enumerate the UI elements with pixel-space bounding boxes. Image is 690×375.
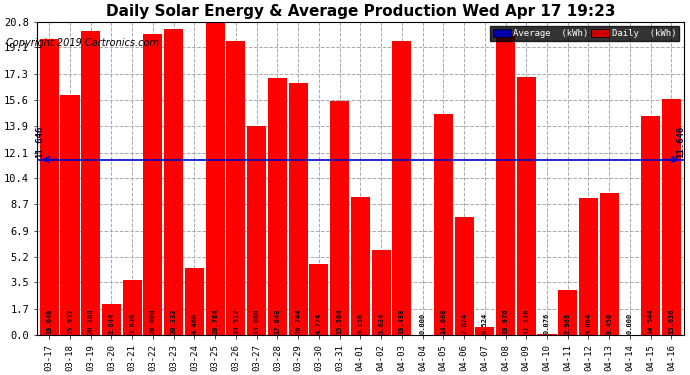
Text: 2.044: 2.044 — [108, 313, 115, 334]
Bar — [579, 198, 598, 335]
Bar — [268, 78, 287, 335]
Bar — [600, 192, 619, 335]
Text: 17.116: 17.116 — [523, 309, 529, 334]
Bar — [102, 304, 121, 335]
Text: 20.188: 20.188 — [88, 309, 94, 334]
Text: 20.008: 20.008 — [150, 309, 156, 334]
Bar — [393, 42, 411, 335]
Bar — [309, 264, 328, 335]
Bar — [662, 99, 681, 335]
Bar — [226, 41, 246, 335]
Text: 19.640: 19.640 — [46, 309, 52, 334]
Bar — [81, 31, 100, 335]
Text: 14.668: 14.668 — [440, 309, 446, 334]
Text: 7.824: 7.824 — [461, 313, 467, 334]
Bar — [517, 77, 536, 335]
Bar — [61, 95, 79, 335]
Bar — [247, 126, 266, 335]
Text: 0.076: 0.076 — [544, 313, 550, 334]
Text: 13.860: 13.860 — [254, 309, 259, 334]
Text: 4.460: 4.460 — [191, 313, 197, 334]
Text: 15.932: 15.932 — [67, 309, 73, 334]
Bar — [538, 334, 557, 335]
Text: 3.636: 3.636 — [129, 313, 135, 334]
Bar — [641, 116, 660, 335]
Text: 0.000: 0.000 — [627, 313, 633, 334]
Text: 17.048: 17.048 — [275, 309, 280, 334]
Text: 16.744: 16.744 — [295, 309, 301, 334]
Text: 19.488: 19.488 — [399, 309, 405, 334]
Bar — [330, 100, 349, 335]
Bar — [185, 268, 204, 335]
Bar — [371, 250, 391, 335]
Bar — [351, 197, 370, 335]
Bar — [40, 39, 59, 335]
Bar — [144, 34, 162, 335]
Bar — [288, 83, 308, 335]
Text: 15.564: 15.564 — [337, 309, 343, 334]
Text: 11.646: 11.646 — [676, 126, 685, 158]
Bar — [455, 217, 473, 335]
Text: Copyright 2019 Cartronics.com: Copyright 2019 Cartronics.com — [6, 38, 159, 48]
Bar — [434, 114, 453, 335]
Text: 14.544: 14.544 — [648, 309, 653, 334]
Text: 11.646: 11.646 — [35, 126, 44, 158]
Legend: Average  (kWh), Daily  (kWh): Average (kWh), Daily (kWh) — [490, 26, 680, 40]
Title: Daily Solar Energy & Average Production Wed Apr 17 19:23: Daily Solar Energy & Average Production … — [106, 4, 615, 19]
Bar — [558, 290, 578, 335]
Text: 2.968: 2.968 — [564, 313, 571, 334]
Bar — [123, 280, 141, 335]
Text: 5.624: 5.624 — [378, 313, 384, 334]
Text: 4.724: 4.724 — [316, 313, 322, 334]
Text: 19.976: 19.976 — [502, 309, 509, 334]
Bar — [475, 327, 494, 335]
Text: 9.156: 9.156 — [357, 313, 364, 334]
Text: 0.000: 0.000 — [420, 313, 426, 334]
Text: 15.636: 15.636 — [669, 309, 674, 334]
Bar — [164, 29, 184, 335]
Text: 20.332: 20.332 — [170, 309, 177, 334]
Text: 20.784: 20.784 — [212, 309, 218, 334]
Text: 9.456: 9.456 — [607, 313, 612, 334]
Bar — [206, 22, 225, 335]
Bar — [496, 34, 515, 335]
Text: 19.512: 19.512 — [233, 309, 239, 334]
Text: 9.064: 9.064 — [586, 313, 591, 334]
Text: 0.524: 0.524 — [482, 313, 488, 334]
